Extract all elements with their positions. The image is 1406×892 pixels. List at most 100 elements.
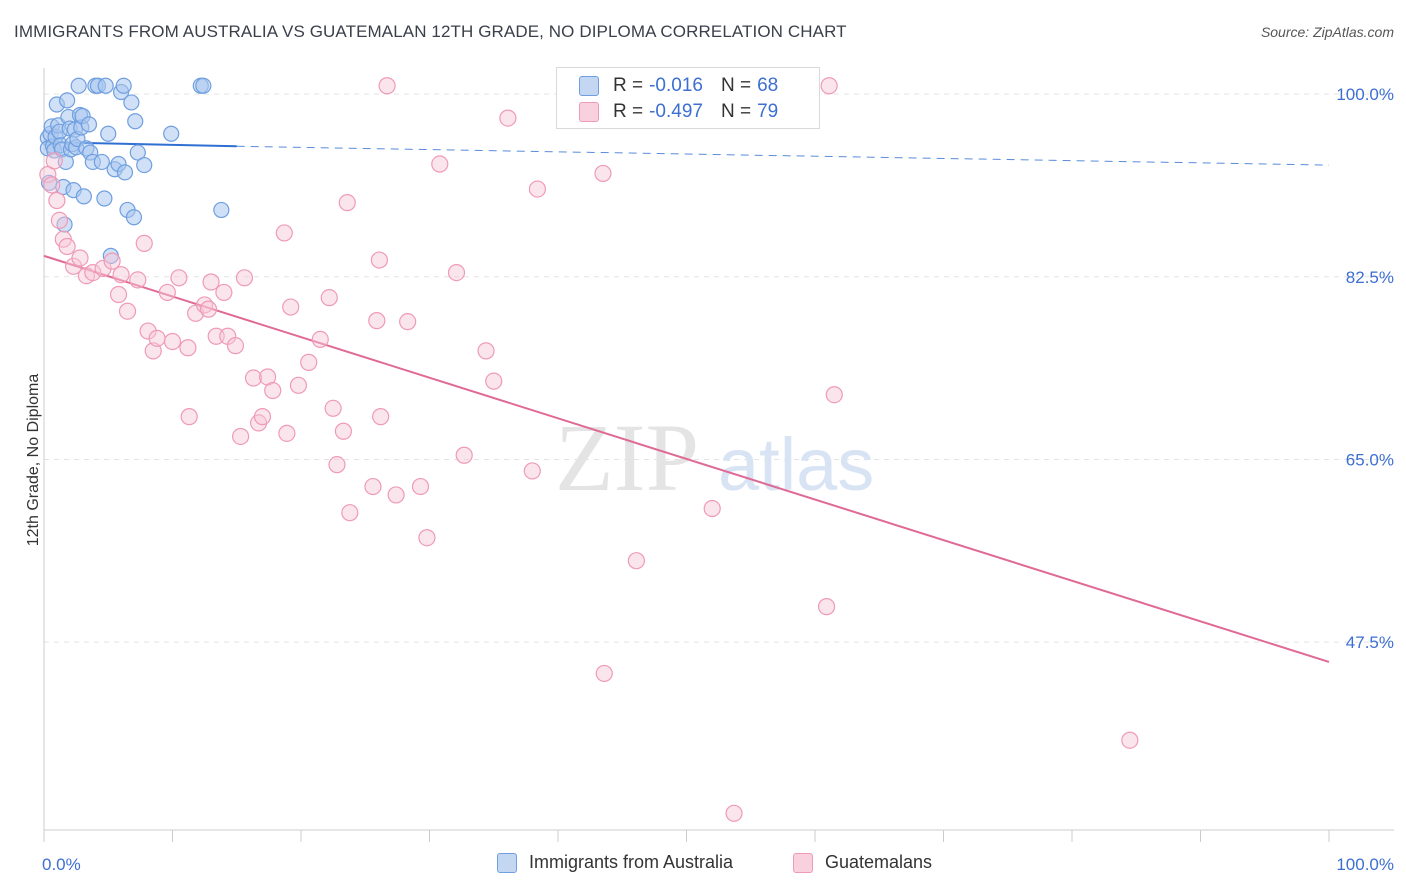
point-australia <box>96 190 113 207</box>
point-guatemalans <box>594 164 612 183</box>
point-guatemalans <box>703 499 721 518</box>
point-guatemalans <box>244 369 263 387</box>
legend-label-australia: Immigrants from Australia <box>529 852 734 872</box>
point-guatemalans <box>338 194 356 212</box>
point-guatemalans <box>179 339 197 357</box>
points-australia <box>39 77 230 264</box>
point-guatemalans <box>320 289 338 307</box>
point-guatemalans <box>199 300 218 318</box>
point-guatemalans <box>324 399 342 417</box>
point-australia <box>127 113 144 130</box>
point-guatemalans <box>370 251 388 269</box>
legend-r-label: R = <box>613 75 644 96</box>
point-guatemalans <box>372 408 390 426</box>
point-guatemalans <box>94 259 112 278</box>
legend-n-value: 79 <box>757 101 779 122</box>
point-guatemalans <box>253 408 272 426</box>
legend-r-label: R = <box>613 101 644 122</box>
point-guatemalans <box>334 422 353 440</box>
point-guatemalans <box>264 381 282 400</box>
point-australia <box>195 77 212 94</box>
legend-swatch-guatemalans <box>579 102 599 122</box>
point-guatemalans <box>455 446 473 464</box>
source-credit: Source: ZipAtlas.com <box>1260 24 1394 40</box>
point-guatemalans <box>595 664 613 683</box>
legend-row-guatemalans: R = -0.497 N = 79 <box>579 99 778 125</box>
point-guatemalans <box>300 353 318 371</box>
point-guatemalans <box>50 211 69 229</box>
point-guatemalans <box>1121 731 1139 749</box>
y-tick-label: 100.0% <box>1336 85 1394 104</box>
points-guatemalans <box>39 77 1139 822</box>
point-guatemalans <box>235 269 254 287</box>
y-tick-label: 82.5% <box>1346 268 1394 287</box>
watermark: ZIP atlas <box>555 404 874 511</box>
point-australia <box>136 156 153 174</box>
point-australia <box>123 94 140 111</box>
legend-r-value: -0.016 <box>649 75 703 96</box>
point-guatemalans <box>627 552 645 570</box>
watermark-atlas: atlas <box>718 423 874 506</box>
point-guatemalans <box>135 234 153 252</box>
point-guatemalans <box>399 313 417 331</box>
point-guatemalans <box>48 191 66 210</box>
point-guatemalans <box>275 224 293 242</box>
point-guatemalans <box>84 263 102 282</box>
legend-swatch-australia <box>579 76 599 96</box>
point-guatemalans <box>58 237 76 256</box>
point-australia <box>116 164 134 181</box>
point-australia <box>93 153 110 171</box>
point-guatemalans <box>341 504 359 522</box>
legend-series: Immigrants from Australia Guatemalans <box>0 852 1406 876</box>
legend-item-guatemalans: Guatemalans <box>793 852 932 873</box>
point-guatemalans <box>129 271 147 289</box>
point-guatemalans <box>170 269 188 287</box>
point-guatemalans <box>289 376 308 394</box>
x-tick-labels: 0.0% 100.0% <box>42 855 1394 874</box>
trend-line-australia <box>43 141 1330 166</box>
trend-line-australia-dashed <box>236 145 1330 166</box>
point-guatemalans <box>528 180 547 198</box>
point-guatemalans <box>368 312 386 330</box>
point-australia <box>97 77 114 94</box>
point-australia <box>125 209 143 226</box>
point-guatemalans <box>232 427 250 446</box>
point-guatemalans <box>118 302 137 320</box>
legend-r-value: -0.497 <box>649 101 703 122</box>
legend-n-label: N = <box>720 75 752 96</box>
point-guatemalans <box>158 283 176 302</box>
legend-label-guatemalans: Guatemalans <box>825 852 933 872</box>
gridlines <box>44 93 1394 643</box>
point-guatemalans <box>103 252 121 270</box>
point-guatemalans <box>71 249 89 267</box>
legend-item-australia: Immigrants from Australia <box>497 852 733 873</box>
point-guatemalans <box>825 386 843 404</box>
point-guatemalans <box>278 424 296 442</box>
point-guatemalans <box>282 298 300 316</box>
y-tick-label: 47.5% <box>1346 633 1394 652</box>
point-guatemalans <box>477 342 495 360</box>
legend-row-australia: R = -0.016 N = 68 <box>579 73 778 99</box>
x-tick-label: 100.0% <box>1336 855 1394 874</box>
point-guatemalans <box>226 337 245 355</box>
point-guatemalans <box>387 486 405 504</box>
point-guatemalans <box>411 477 430 496</box>
point-guatemalans <box>202 273 220 291</box>
point-australia <box>213 201 230 219</box>
point-guatemalans <box>725 804 743 822</box>
point-guatemalans <box>364 477 382 496</box>
point-australia <box>80 116 98 133</box>
point-guatemalans <box>215 283 233 302</box>
point-australia <box>70 77 87 94</box>
point-guatemalans <box>311 330 329 348</box>
point-guatemalans <box>109 285 128 304</box>
point-guatemalans <box>45 152 63 170</box>
point-guatemalans <box>499 109 517 127</box>
point-australia <box>129 144 146 161</box>
watermark-zip: ZIP <box>555 404 699 511</box>
y-tick-label: 65.0% <box>1346 450 1394 469</box>
point-guatemalans <box>431 155 449 173</box>
legend-stats: R = -0.016 N = 68 R = -0.497 N = 79 <box>556 67 820 129</box>
point-australia <box>100 125 117 142</box>
